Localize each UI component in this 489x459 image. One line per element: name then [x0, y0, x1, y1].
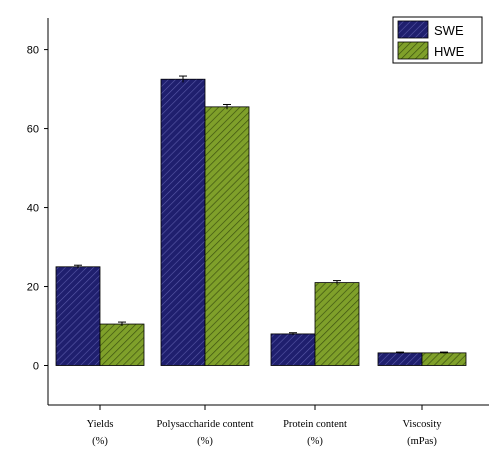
x-category-unit: (%) [92, 436, 108, 447]
bar-swe-2 [270, 333, 316, 366]
bar-hwe-3 [421, 352, 467, 366]
bar-swe-3 [377, 352, 423, 366]
x-category-unit: (mPas) [407, 436, 437, 447]
bar-swe-0 [55, 266, 101, 366]
x-category-label: Viscosity [402, 419, 442, 430]
bars-group [55, 75, 467, 366]
x-axis-labels: Yields (%) Polysaccharide content (%) Protei… [87, 405, 442, 447]
x-category-unit: (%) [197, 436, 213, 447]
y-tick-label: 40 [27, 203, 39, 215]
y-tick-label: 0 [33, 361, 39, 373]
bar-swe-1 [160, 78, 206, 366]
x-category-label: Polysaccharide content [156, 419, 253, 430]
y-tick-label: 60 [27, 124, 39, 136]
bar-hwe-2 [314, 282, 360, 366]
error-bar-hwe-0 [118, 321, 126, 327]
error-bar-hwe-3 [440, 351, 448, 354]
legend-swatch-hwe [397, 41, 429, 60]
y-tick-label: 20 [27, 282, 39, 294]
bar-hwe-0 [99, 323, 145, 366]
error-bar-swe-2 [289, 332, 297, 336]
error-bar-hwe-2 [333, 280, 341, 285]
legend-label-swe: SWE [434, 23, 464, 38]
legend: SWE HWE [392, 16, 483, 64]
x-category-unit: (%) [307, 436, 323, 447]
legend-label-hwe: HWE [434, 44, 465, 59]
bar-hwe-1 [204, 106, 250, 366]
y-tick-label: 80 [27, 45, 39, 57]
error-bar-swe-1 [179, 75, 187, 83]
y-axis-ticks: 0 20 40 60 80 [27, 45, 48, 373]
legend-swatch-swe [397, 20, 429, 39]
x-category-label: Protein content [283, 419, 347, 430]
error-bar-swe-3 [396, 351, 404, 354]
x-category-label: Yields [87, 419, 114, 430]
error-bar-swe-0 [74, 264, 82, 269]
error-bar-hwe-1 [223, 103, 231, 110]
